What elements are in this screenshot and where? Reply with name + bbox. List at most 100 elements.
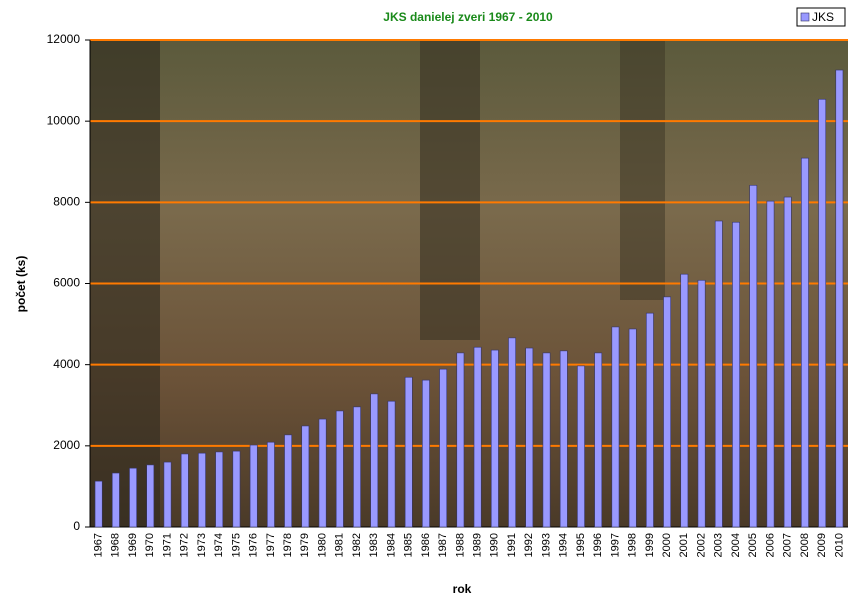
x-tick-label: 1978 [282,533,294,557]
x-tick-label: 1983 [368,533,380,557]
x-tick-label: 1970 [144,533,156,557]
x-tick-label: 1993 [540,533,552,557]
x-tick-label: 1991 [506,533,518,557]
bar [611,326,620,528]
x-tick-label: 1996 [592,533,604,557]
bar [697,279,706,528]
bar [456,352,465,528]
tree-trunk [420,40,480,340]
x-tick-label: 2004 [730,533,742,557]
bar [835,69,844,528]
x-tick-label: 1999 [644,533,656,557]
bar [663,296,672,528]
x-tick-label: 1984 [385,533,397,557]
x-tick-label: 1967 [93,533,105,557]
x-tick-label: 1981 [334,533,346,557]
x-tick-label: 2009 [816,533,828,557]
bar [628,328,637,528]
x-tick-label: 1997 [609,533,621,557]
bar [577,365,585,528]
x-tick-label: 2007 [782,533,794,557]
x-tick-label: 1994 [558,533,570,557]
bar [232,450,241,528]
x-tick-label: 1980 [316,533,328,557]
bar [490,349,499,528]
bar [766,200,775,528]
x-tick-label: 2001 [678,533,690,557]
x-tick-label: 2005 [747,533,759,557]
bar [387,400,396,528]
x-tick-label: 1979 [299,533,311,557]
bar [249,444,258,528]
y-tick-label: 6000 [53,276,80,290]
x-tick-label: 1977 [265,533,277,557]
bar [335,410,344,528]
bar [215,451,224,528]
bar [439,368,448,528]
bar [818,98,827,528]
x-tick-label: 2010 [833,533,845,557]
bar [146,464,155,528]
x-tick-label: 1985 [403,533,415,557]
x-tick-label: 1990 [489,533,501,557]
bar [198,452,206,528]
bar [422,379,430,528]
x-tick-label: 2008 [799,533,811,557]
bar [508,337,516,528]
bar [353,406,361,528]
legend-box [796,7,846,27]
y-tick-label: 0 [73,519,80,533]
y-tick-label: 8000 [53,195,80,209]
bar [129,467,137,528]
legend-label: JKS [812,10,834,24]
x-tick-label: 1971 [161,533,173,557]
x-axis-title: rok [453,582,472,596]
bar [163,461,172,528]
x-tick-label: 1992 [523,533,535,557]
bar [318,418,327,528]
x-tick-label: 1982 [351,533,363,557]
x-tick-label: 1968 [110,533,122,557]
x-tick-label: 2002 [695,533,707,557]
x-tick-label: 2003 [713,533,725,557]
y-tick-label: 12000 [47,32,81,46]
bar [301,425,310,528]
bar [266,441,275,528]
x-tick-label: 2000 [661,533,673,557]
x-tick-label: 1995 [575,533,587,557]
bar [645,312,654,528]
bar [680,273,689,528]
x-tick-label: 1975 [230,533,242,557]
bar [525,347,534,528]
bar [714,220,723,528]
bar [559,350,568,528]
y-tick-label: 2000 [53,438,80,452]
tree-trunk [620,40,665,300]
y-tick-label: 10000 [47,113,81,127]
y-axis-title: počet (ks) [14,256,28,313]
x-tick-label: 1974 [213,533,225,557]
bar [473,346,482,528]
bar [801,157,809,528]
x-tick-label: 1988 [454,533,466,557]
bar [542,352,551,528]
bar [111,472,120,528]
bar [732,221,740,528]
bar [749,184,758,528]
bar [404,376,413,528]
bar [594,352,603,528]
bar [94,480,103,528]
bar [284,434,293,528]
x-tick-label: 1973 [196,533,208,557]
chart-title: JKS danielej zveri 1967 - 2010 [383,10,553,24]
bar [783,196,792,528]
x-tick-label: 1987 [437,533,449,557]
bar [180,453,189,528]
x-tick-label: 1986 [420,533,432,557]
x-tick-label: 1998 [627,533,639,557]
x-tick-label: 2006 [764,533,776,557]
bar [370,393,379,528]
x-tick-label: 1972 [179,533,191,557]
x-tick-label: 1976 [248,533,260,557]
